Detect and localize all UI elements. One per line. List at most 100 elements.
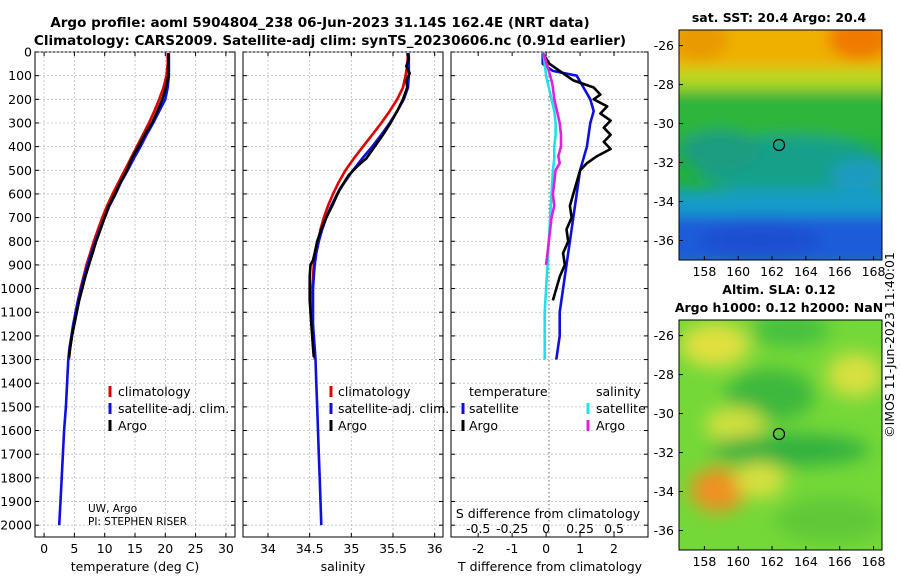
sla-argo-marker <box>772 427 786 441</box>
y-tick-label: 0 <box>24 45 32 60</box>
temperature-legend: climatology satellite-adj. clim. Argo <box>108 384 229 433</box>
sst-map-frame <box>678 29 883 261</box>
sla-green-center <box>725 369 815 421</box>
sst-cyan-band <box>679 190 882 218</box>
difference-plot-frame <box>450 51 649 538</box>
map-y-tick-label: -28 <box>654 77 674 92</box>
y-tick-label: 2000 <box>0 518 32 533</box>
legend-satellite-label: satellite-adj. clim. <box>118 401 229 416</box>
series-line-t-satellite <box>541 53 595 360</box>
map-x-tick-label: 164 <box>794 554 818 569</box>
y-tick-label: 200 <box>8 92 32 107</box>
x-tick-label: 20 <box>157 541 173 556</box>
map-x-tick-label: 158 <box>692 554 716 569</box>
sla-green-belt <box>710 434 870 466</box>
sst-yellow-band <box>679 68 882 90</box>
s-tick-label: -0.25 <box>496 521 528 536</box>
y-tick-label: 1100 <box>0 305 32 320</box>
x-tick-label: 36 <box>427 541 443 556</box>
legend-climatology-label: climatology <box>338 384 411 399</box>
map-y-tick-label: -26 <box>654 328 674 343</box>
figure-title-line1: Argo profile: aoml 5904804_238 06-Jun-20… <box>50 15 589 31</box>
sla-map-ticks: 158 160 162 164 166 168 -26 -28 -30 -32 -34 -36 <box>654 328 886 569</box>
sst-blobs <box>679 30 882 260</box>
s-tick-label: 0.5 <box>604 521 624 536</box>
legend-argo-label: Argo <box>118 418 147 433</box>
legend-climatology-label: climatology <box>118 384 191 399</box>
y-tick-label: 800 <box>8 234 32 249</box>
legend-t-satellite-label: satellite <box>469 401 519 416</box>
sla-map-frame <box>678 319 883 551</box>
y-tick-label: 1200 <box>0 328 32 343</box>
series-line-argo <box>308 52 411 358</box>
y-tick-label: 1800 <box>0 470 32 485</box>
series-line-s-satellite <box>542 53 557 360</box>
sla-green-top <box>750 320 830 346</box>
sla-orange-core <box>690 468 746 512</box>
map-x-tick-label: 168 <box>862 554 886 569</box>
x-tick-label: 35 <box>343 541 359 556</box>
series-line-t-argo <box>541 52 612 301</box>
y-tick-label: 600 <box>8 186 32 201</box>
x-tick-label: 0 <box>40 541 48 556</box>
y-tick-label: 1900 <box>0 494 32 509</box>
salinity-plot-frame <box>242 51 444 538</box>
map-y-tick-label: -32 <box>654 445 674 460</box>
sla-yellow-low <box>735 462 785 498</box>
map-y-tick-label: -26 <box>654 38 674 53</box>
sst-map-title: sat. SST: 20.4 Argo: 20.4 <box>692 10 867 25</box>
sst-warm-west <box>679 30 728 60</box>
y-tick-label: 1700 <box>0 447 32 462</box>
salinity-panel: 34 34.5 35 35.5 36 salinity climatology sate… <box>242 51 449 574</box>
temperature-x-label: temperature (deg C) <box>71 559 200 574</box>
x-tick-label: -2 <box>472 541 484 556</box>
x-tick-label: 35.5 <box>379 541 407 556</box>
series-line-argo <box>67 53 170 358</box>
sla-map-title-line1: Altim. SLA: 0.12 <box>722 282 835 297</box>
difference-ticks: -2 -1 0 1 2 -0.5 -0.25 0 0.25 0.5 <box>451 51 648 556</box>
map-x-tick-label: 168 <box>862 264 886 279</box>
salinity-legend: climatology satellite-adj. clim. Argo <box>329 384 449 433</box>
map-x-tick-label: 162 <box>760 264 784 279</box>
salinity-grid <box>243 51 443 537</box>
map-y-tick-label: -30 <box>654 116 674 131</box>
sst-warm-core <box>828 30 882 60</box>
salinity-x-label: salinity <box>321 559 366 574</box>
map-x-tick-label: 158 <box>692 264 716 279</box>
map-y-tick-label: -32 <box>654 155 674 170</box>
temperature-series <box>57 53 171 526</box>
map-y-tick-label: -36 <box>654 523 674 538</box>
sst-field <box>679 30 882 260</box>
salinity-series <box>308 52 411 526</box>
y-tick-label: 300 <box>8 115 32 130</box>
sla-green-bottom <box>775 498 882 542</box>
legend-s-satellite-label: satellite <box>596 401 646 416</box>
credit-line2: PI: STEPHEN RISER <box>88 516 187 528</box>
map-y-tick-label: -30 <box>654 406 674 421</box>
difference-panel: -2 -1 0 1 2 -0.5 -0.25 0 0.25 0.5 S difference fr… <box>450 51 649 574</box>
y-tick-label: 900 <box>8 257 32 272</box>
x-tick-label: 0 <box>542 541 550 556</box>
map-x-tick-label: 166 <box>828 264 852 279</box>
difference-series <box>541 52 612 360</box>
sla-yellow-topleft <box>680 323 750 367</box>
difference-legend-temperature: temperature satellite Argo <box>461 384 548 433</box>
legend-t-argo-label: Argo <box>469 418 498 433</box>
legend-s-argo-label: Argo <box>596 418 625 433</box>
y-tick-label: 1500 <box>0 399 32 414</box>
sst-green-band <box>679 92 882 138</box>
sla-yellow-right <box>827 353 882 397</box>
map-x-tick-label: 160 <box>726 264 750 279</box>
y-tick-label: 100 <box>8 68 32 83</box>
x-tick-label: 25 <box>188 541 204 556</box>
temperature-panel: 0100200300400500600700800900100011001200… <box>0 45 236 574</box>
temperature-ticks: 0100200300400500600700800900100011001200… <box>0 45 235 556</box>
y-tick-label: 1600 <box>0 423 32 438</box>
difference-grid <box>451 51 648 526</box>
sst-blue-core <box>700 224 820 256</box>
x-tick-label: 34.5 <box>296 541 324 556</box>
difference-s-label: S difference from climatology <box>456 506 641 521</box>
map-y-tick-label: -36 <box>654 233 674 248</box>
y-tick-label: 500 <box>8 163 32 178</box>
